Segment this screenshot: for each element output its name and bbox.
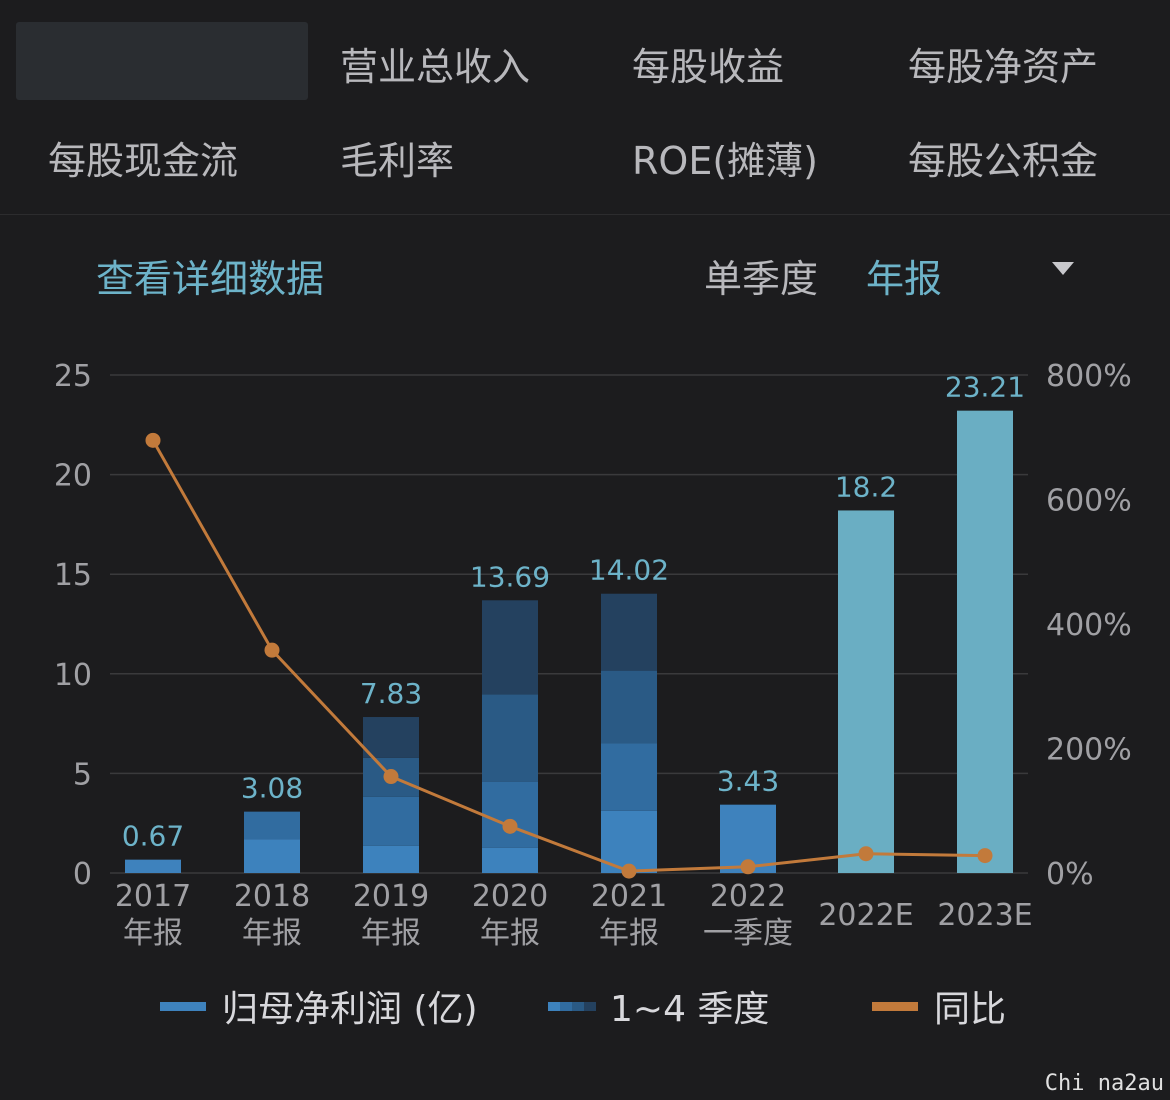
yoy-point — [502, 818, 518, 834]
x-tick-label: 2018 — [234, 879, 310, 914]
chevron-down-icon[interactable] — [1052, 262, 1074, 275]
bar-quarter-segment — [482, 694, 538, 782]
tab-bvps[interactable]: 每股净资产 — [908, 45, 1099, 89]
tab-gross-margin[interactable]: 毛利率 — [340, 139, 455, 183]
bar-value-label: 23.21 — [945, 371, 1025, 404]
tab-revenue[interactable]: 营业总收入 — [340, 45, 531, 89]
yoy-point — [621, 863, 637, 879]
tab-eps[interactable]: 每股收益 — [632, 45, 785, 89]
bar-quarter-segment — [601, 743, 657, 811]
y2-tick-label: 600% — [1046, 484, 1132, 519]
yoy-point — [977, 848, 993, 864]
watermark: Chi na2au — [1044, 1071, 1164, 1096]
y-tick-label: 25 — [54, 359, 92, 394]
legend-quarters-label: 1~4 季度 — [610, 989, 770, 1030]
bar-quarter-segment — [363, 717, 419, 758]
bar-estimate — [838, 510, 894, 873]
x-tick-label: 2021 — [591, 879, 667, 914]
bar-estimate — [957, 410, 1013, 873]
bar-quarter-segment — [363, 845, 419, 873]
bar-quarter-segment — [125, 859, 181, 873]
x-tick-label: 2022E — [818, 898, 913, 933]
legend-yoy-swatch — [872, 1002, 918, 1011]
legend-quarters-swatch — [548, 1002, 596, 1011]
x-tick-sublabel: 一季度 — [703, 916, 793, 951]
bar-value-label: 0.67 — [122, 820, 184, 853]
yoy-point — [145, 432, 161, 448]
bar-value-label: 14.02 — [589, 554, 669, 587]
tab-net-profit-selected[interactable] — [16, 22, 308, 100]
bar-quarter-segment — [482, 600, 538, 695]
bar-value-label: 3.43 — [717, 765, 779, 798]
legend-net-profit-swatch — [160, 1002, 206, 1011]
yoy-point — [740, 859, 756, 875]
yoy-point — [383, 769, 399, 785]
bar-quarter-segment — [244, 839, 300, 873]
period-annual-option[interactable]: 年报 — [866, 257, 943, 301]
x-tick-label: 2020 — [472, 879, 548, 914]
y-tick-label: 0 — [73, 857, 92, 892]
tab-roe[interactable]: ROE(摊薄) — [632, 139, 818, 183]
x-tick-sublabel: 年报 — [480, 916, 540, 951]
bar-quarter-segment — [482, 847, 538, 873]
bar-value-label: 7.83 — [360, 677, 422, 710]
bar-value-label: 13.69 — [470, 560, 550, 593]
x-tick-label: 2019 — [353, 879, 429, 914]
y2-tick-label: 200% — [1046, 733, 1132, 768]
x-tick-sublabel: 年报 — [123, 916, 183, 951]
y-tick-label: 10 — [54, 658, 92, 693]
tab-reserve-per-share[interactable]: 每股公积金 — [908, 139, 1099, 183]
view-detail-link[interactable]: 查看详细数据 — [96, 257, 325, 301]
yoy-point — [858, 846, 874, 862]
y-tick-label: 20 — [54, 459, 92, 494]
legend-yoy-label: 同比 — [934, 989, 1007, 1030]
x-tick-sublabel: 年报 — [599, 916, 659, 951]
bar-quarter-segment — [482, 781, 538, 848]
y-tick-label: 5 — [73, 757, 92, 792]
period-single-quarter-option[interactable]: 单季度 — [704, 257, 819, 301]
x-tick-sublabel: 年报 — [242, 916, 302, 951]
yoy-line — [151, 439, 986, 873]
legend-net-profit-label: 归母净利润 (亿) — [222, 989, 478, 1030]
x-tick-label: 2022 — [710, 879, 786, 914]
bar-quarter-segment — [363, 796, 419, 846]
yoy-point — [264, 642, 280, 658]
bar-quarter-segment — [601, 593, 657, 671]
bar-value-label: 18.2 — [835, 470, 897, 503]
y-tick-label: 15 — [54, 558, 92, 593]
bar-value-label: 3.08 — [241, 772, 303, 805]
y2-tick-label: 400% — [1046, 608, 1132, 643]
bar-quarter-segment — [244, 811, 300, 840]
y2-tick-label: 0% — [1046, 857, 1094, 892]
x-tick-sublabel: 年报 — [361, 916, 421, 951]
tab-cash-flow-per-share[interactable]: 每股现金流 — [48, 139, 239, 183]
bar-quarter-segment — [601, 670, 657, 744]
y2-tick-label: 800% — [1046, 359, 1132, 394]
indicator-tabs: 营业总收入 每股收益 每股净资产 每股现金流 毛利率 ROE(摊薄) 每股公积金 — [0, 0, 1170, 215]
x-tick-label: 2023E — [937, 898, 1032, 933]
x-tick-label: 2017 — [115, 879, 191, 914]
net-profit-chart: 0 5 10 15 20 25 0% 200% 400% 600% 800% 0.67 3.08 7.83… — [54, 359, 1132, 951]
